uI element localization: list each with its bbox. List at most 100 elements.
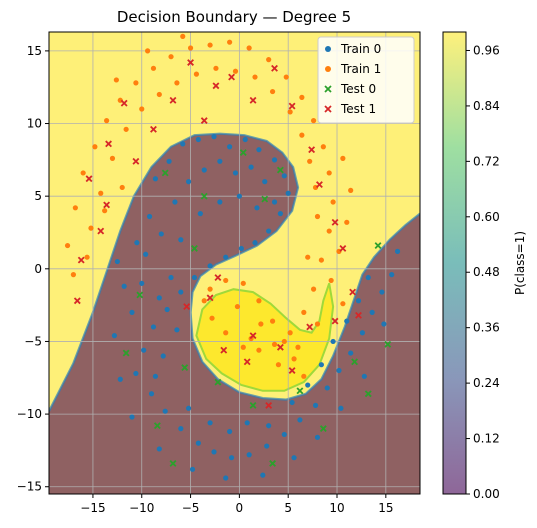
colorbar-tick-label: 0.84 bbox=[473, 99, 500, 113]
point-test-1 bbox=[339, 245, 347, 252]
point-train-0 bbox=[246, 452, 252, 458]
point-train-0 bbox=[195, 440, 201, 446]
point-train-0 bbox=[281, 173, 287, 179]
point-train-0 bbox=[297, 417, 303, 423]
point-train-0 bbox=[262, 179, 268, 185]
colorbar-tick-label: 0.96 bbox=[473, 43, 500, 57]
point-train-0 bbox=[330, 338, 336, 345]
point-train-1 bbox=[240, 280, 246, 286]
point-train-1 bbox=[326, 170, 332, 176]
point-train-0 bbox=[178, 237, 184, 243]
point-test-0 bbox=[249, 401, 257, 409]
point-train-1 bbox=[156, 91, 162, 98]
point-train-0 bbox=[244, 420, 250, 426]
point-train-1 bbox=[70, 272, 77, 278]
point-train-1 bbox=[269, 318, 276, 324]
point-test-1 bbox=[243, 358, 251, 366]
point-train-0 bbox=[168, 274, 174, 281]
point-train-1 bbox=[113, 77, 119, 83]
point-test-0 bbox=[351, 358, 359, 366]
point-test-0 bbox=[239, 149, 247, 157]
point-test-1 bbox=[120, 99, 128, 107]
point-test-0 bbox=[319, 425, 327, 433]
point-train-0 bbox=[369, 309, 375, 315]
point-train-0 bbox=[324, 385, 330, 391]
point-train-1 bbox=[344, 219, 350, 225]
point-train-0 bbox=[365, 274, 371, 281]
point-train-0 bbox=[143, 251, 149, 257]
point-train-1 bbox=[207, 42, 213, 48]
colorbar-tick-label: 0.00 bbox=[473, 487, 500, 501]
legend-marker bbox=[325, 46, 331, 52]
point-train-0 bbox=[232, 170, 239, 176]
point-test-0 bbox=[261, 195, 269, 203]
point-train-0 bbox=[359, 330, 365, 336]
point-train-1 bbox=[314, 213, 321, 220]
legend-box bbox=[317, 36, 415, 124]
point-train-0 bbox=[191, 274, 198, 281]
y-tick-label: 15 bbox=[27, 44, 42, 58]
point-train-0 bbox=[111, 333, 118, 339]
point-train-0 bbox=[361, 373, 367, 379]
point-train-1 bbox=[180, 33, 186, 39]
point-train-0 bbox=[164, 306, 170, 313]
point-test-1 bbox=[355, 311, 362, 319]
colorbar-tick-label: 0.60 bbox=[473, 210, 500, 224]
point-test-1 bbox=[97, 227, 105, 235]
y-tick-label: −10 bbox=[17, 407, 42, 421]
point-train-1 bbox=[139, 106, 145, 112]
point-test-1 bbox=[212, 82, 220, 90]
point-test-1 bbox=[103, 201, 111, 209]
point-test-0 bbox=[122, 349, 130, 357]
point-train-0 bbox=[256, 147, 262, 153]
point-train-1 bbox=[326, 228, 332, 234]
point-test-0 bbox=[169, 460, 177, 467]
point-train-1 bbox=[207, 286, 213, 292]
point-test-1 bbox=[349, 288, 357, 296]
point-train-1 bbox=[187, 45, 194, 51]
point-test-0 bbox=[384, 340, 392, 348]
point-train-0 bbox=[336, 367, 342, 374]
point-train-0 bbox=[158, 231, 164, 237]
point-test-1 bbox=[228, 73, 236, 81]
x-tick-label: −15 bbox=[80, 501, 105, 515]
point-train-0 bbox=[207, 263, 213, 269]
point-train-1 bbox=[330, 199, 336, 205]
point-train-1 bbox=[256, 298, 262, 304]
point-train-0 bbox=[236, 193, 242, 199]
point-test-1 bbox=[288, 367, 296, 374]
legend-marker bbox=[324, 105, 332, 113]
x-axis: −15 −10 −5 0 5 10 15 bbox=[80, 494, 393, 515]
x-tick-label: 5 bbox=[284, 501, 292, 515]
point-train-1 bbox=[340, 301, 346, 307]
point-train-1 bbox=[232, 68, 239, 74]
point-train-0 bbox=[248, 164, 254, 170]
point-train-0 bbox=[114, 258, 120, 265]
point-test-1 bbox=[169, 96, 177, 104]
point-train-1 bbox=[271, 341, 278, 347]
point-train-0 bbox=[211, 449, 217, 455]
point-train-0 bbox=[134, 240, 140, 246]
point-train-1 bbox=[291, 356, 297, 362]
point-train-0 bbox=[381, 321, 387, 327]
point-train-1 bbox=[275, 362, 282, 368]
point-train-0 bbox=[238, 245, 244, 252]
point-train-0 bbox=[121, 283, 127, 289]
point-train-0 bbox=[186, 405, 192, 411]
point-test-0 bbox=[181, 364, 189, 372]
colorbar-gradient bbox=[443, 32, 466, 494]
point-train-1 bbox=[299, 132, 305, 138]
point-test-0 bbox=[276, 166, 284, 174]
point-train-0 bbox=[355, 298, 362, 304]
colorbar-tick-label: 0.72 bbox=[473, 154, 500, 168]
point-train-1 bbox=[269, 88, 276, 95]
point-train-1 bbox=[348, 187, 354, 193]
point-train-0 bbox=[291, 455, 297, 461]
point-train-0 bbox=[281, 431, 287, 438]
point-train-0 bbox=[129, 309, 135, 315]
point-test-0 bbox=[136, 291, 144, 299]
legend-label: Train 1 bbox=[340, 62, 381, 76]
point-train-0 bbox=[271, 199, 278, 205]
point-test-1 bbox=[73, 297, 81, 305]
